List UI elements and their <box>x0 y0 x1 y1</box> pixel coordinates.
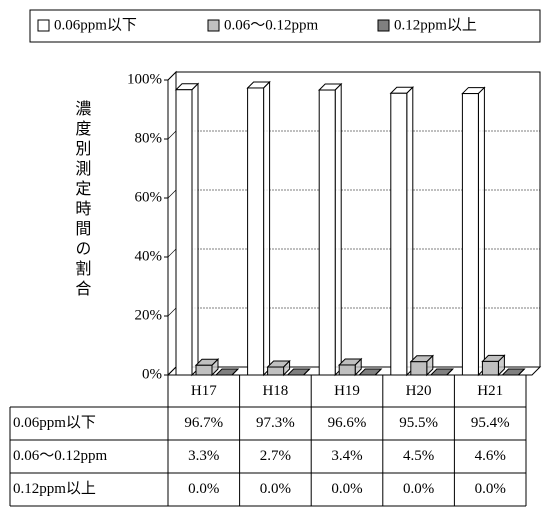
bar-side <box>477 86 485 377</box>
table-cell: 97.3% <box>256 415 295 431</box>
table-cell: 2.7% <box>260 448 291 464</box>
bar <box>338 364 356 376</box>
table-row-label: 0.06～0.12ppm <box>13 448 108 464</box>
bar-side <box>446 368 454 376</box>
table-cell: 96.7% <box>184 415 223 431</box>
grid-line-side <box>167 130 177 140</box>
side-wall <box>167 70 177 377</box>
legend-swatch <box>207 19 220 32</box>
grid-line-side <box>167 366 177 376</box>
legend-label: 0.06ppm以下 <box>54 17 137 33</box>
table-cell: 0.0% <box>403 481 434 497</box>
x-tick-label: H21 <box>477 383 503 399</box>
table-cell: 0.0% <box>475 481 506 497</box>
table-cell: 4.5% <box>403 448 434 464</box>
table-row-label: 0.12ppm以上 <box>13 480 96 497</box>
table-cell: 95.4% <box>471 415 510 431</box>
bar-side <box>231 368 239 376</box>
table-cell: 0.0% <box>188 481 219 497</box>
table-cell: 0.0% <box>260 481 291 497</box>
legend-box <box>29 9 541 43</box>
bar-side <box>334 82 342 377</box>
bar <box>318 89 336 376</box>
grid-line-side <box>167 71 177 81</box>
bar-side <box>374 368 382 376</box>
back-wall <box>175 71 541 368</box>
x-tick-label: H18 <box>262 383 288 399</box>
y-tick-label: 100% <box>127 71 162 87</box>
bar <box>461 93 479 376</box>
bar <box>247 87 265 376</box>
legend-label: 0.06～0.12ppm <box>224 17 319 33</box>
y-tick-label: 20% <box>135 307 163 323</box>
legend-swatch <box>37 19 50 32</box>
y-tick-label: 0% <box>142 366 162 382</box>
table-cell: 3.4% <box>331 448 362 464</box>
bar <box>195 364 213 376</box>
table-cell: 0.0% <box>331 481 362 497</box>
legend-label: 0.12ppm以上 <box>394 16 477 33</box>
table-cell: 3.3% <box>188 448 219 464</box>
y-axis-label: 濃度別測定時間の割合 <box>72 100 91 300</box>
bar <box>390 92 408 376</box>
table-row-label: 0.06ppm以下 <box>13 415 96 431</box>
grid-line-side <box>167 307 177 317</box>
table-cell: 95.5% <box>399 415 438 431</box>
grid-line-side <box>167 189 177 199</box>
table-cell: 4.6% <box>475 448 506 464</box>
y-tick-label: 60% <box>135 189 163 205</box>
x-tick-label: H20 <box>406 383 432 399</box>
y-tick-label: 40% <box>135 248 163 264</box>
bar-side <box>518 368 525 376</box>
x-tick-label: H19 <box>334 383 360 399</box>
table-cell: 96.6% <box>328 415 367 431</box>
bar <box>175 89 193 376</box>
legend-swatch <box>377 19 390 32</box>
bar-side <box>191 82 199 377</box>
bar-side <box>406 86 414 377</box>
x-tick-label: H17 <box>191 383 217 399</box>
bar-side <box>263 80 271 377</box>
bar <box>267 366 285 376</box>
bar <box>410 361 428 376</box>
bar <box>481 360 499 376</box>
bar-side <box>303 368 310 376</box>
y-tick-label: 80% <box>135 130 163 146</box>
grid-line-side <box>167 248 177 258</box>
